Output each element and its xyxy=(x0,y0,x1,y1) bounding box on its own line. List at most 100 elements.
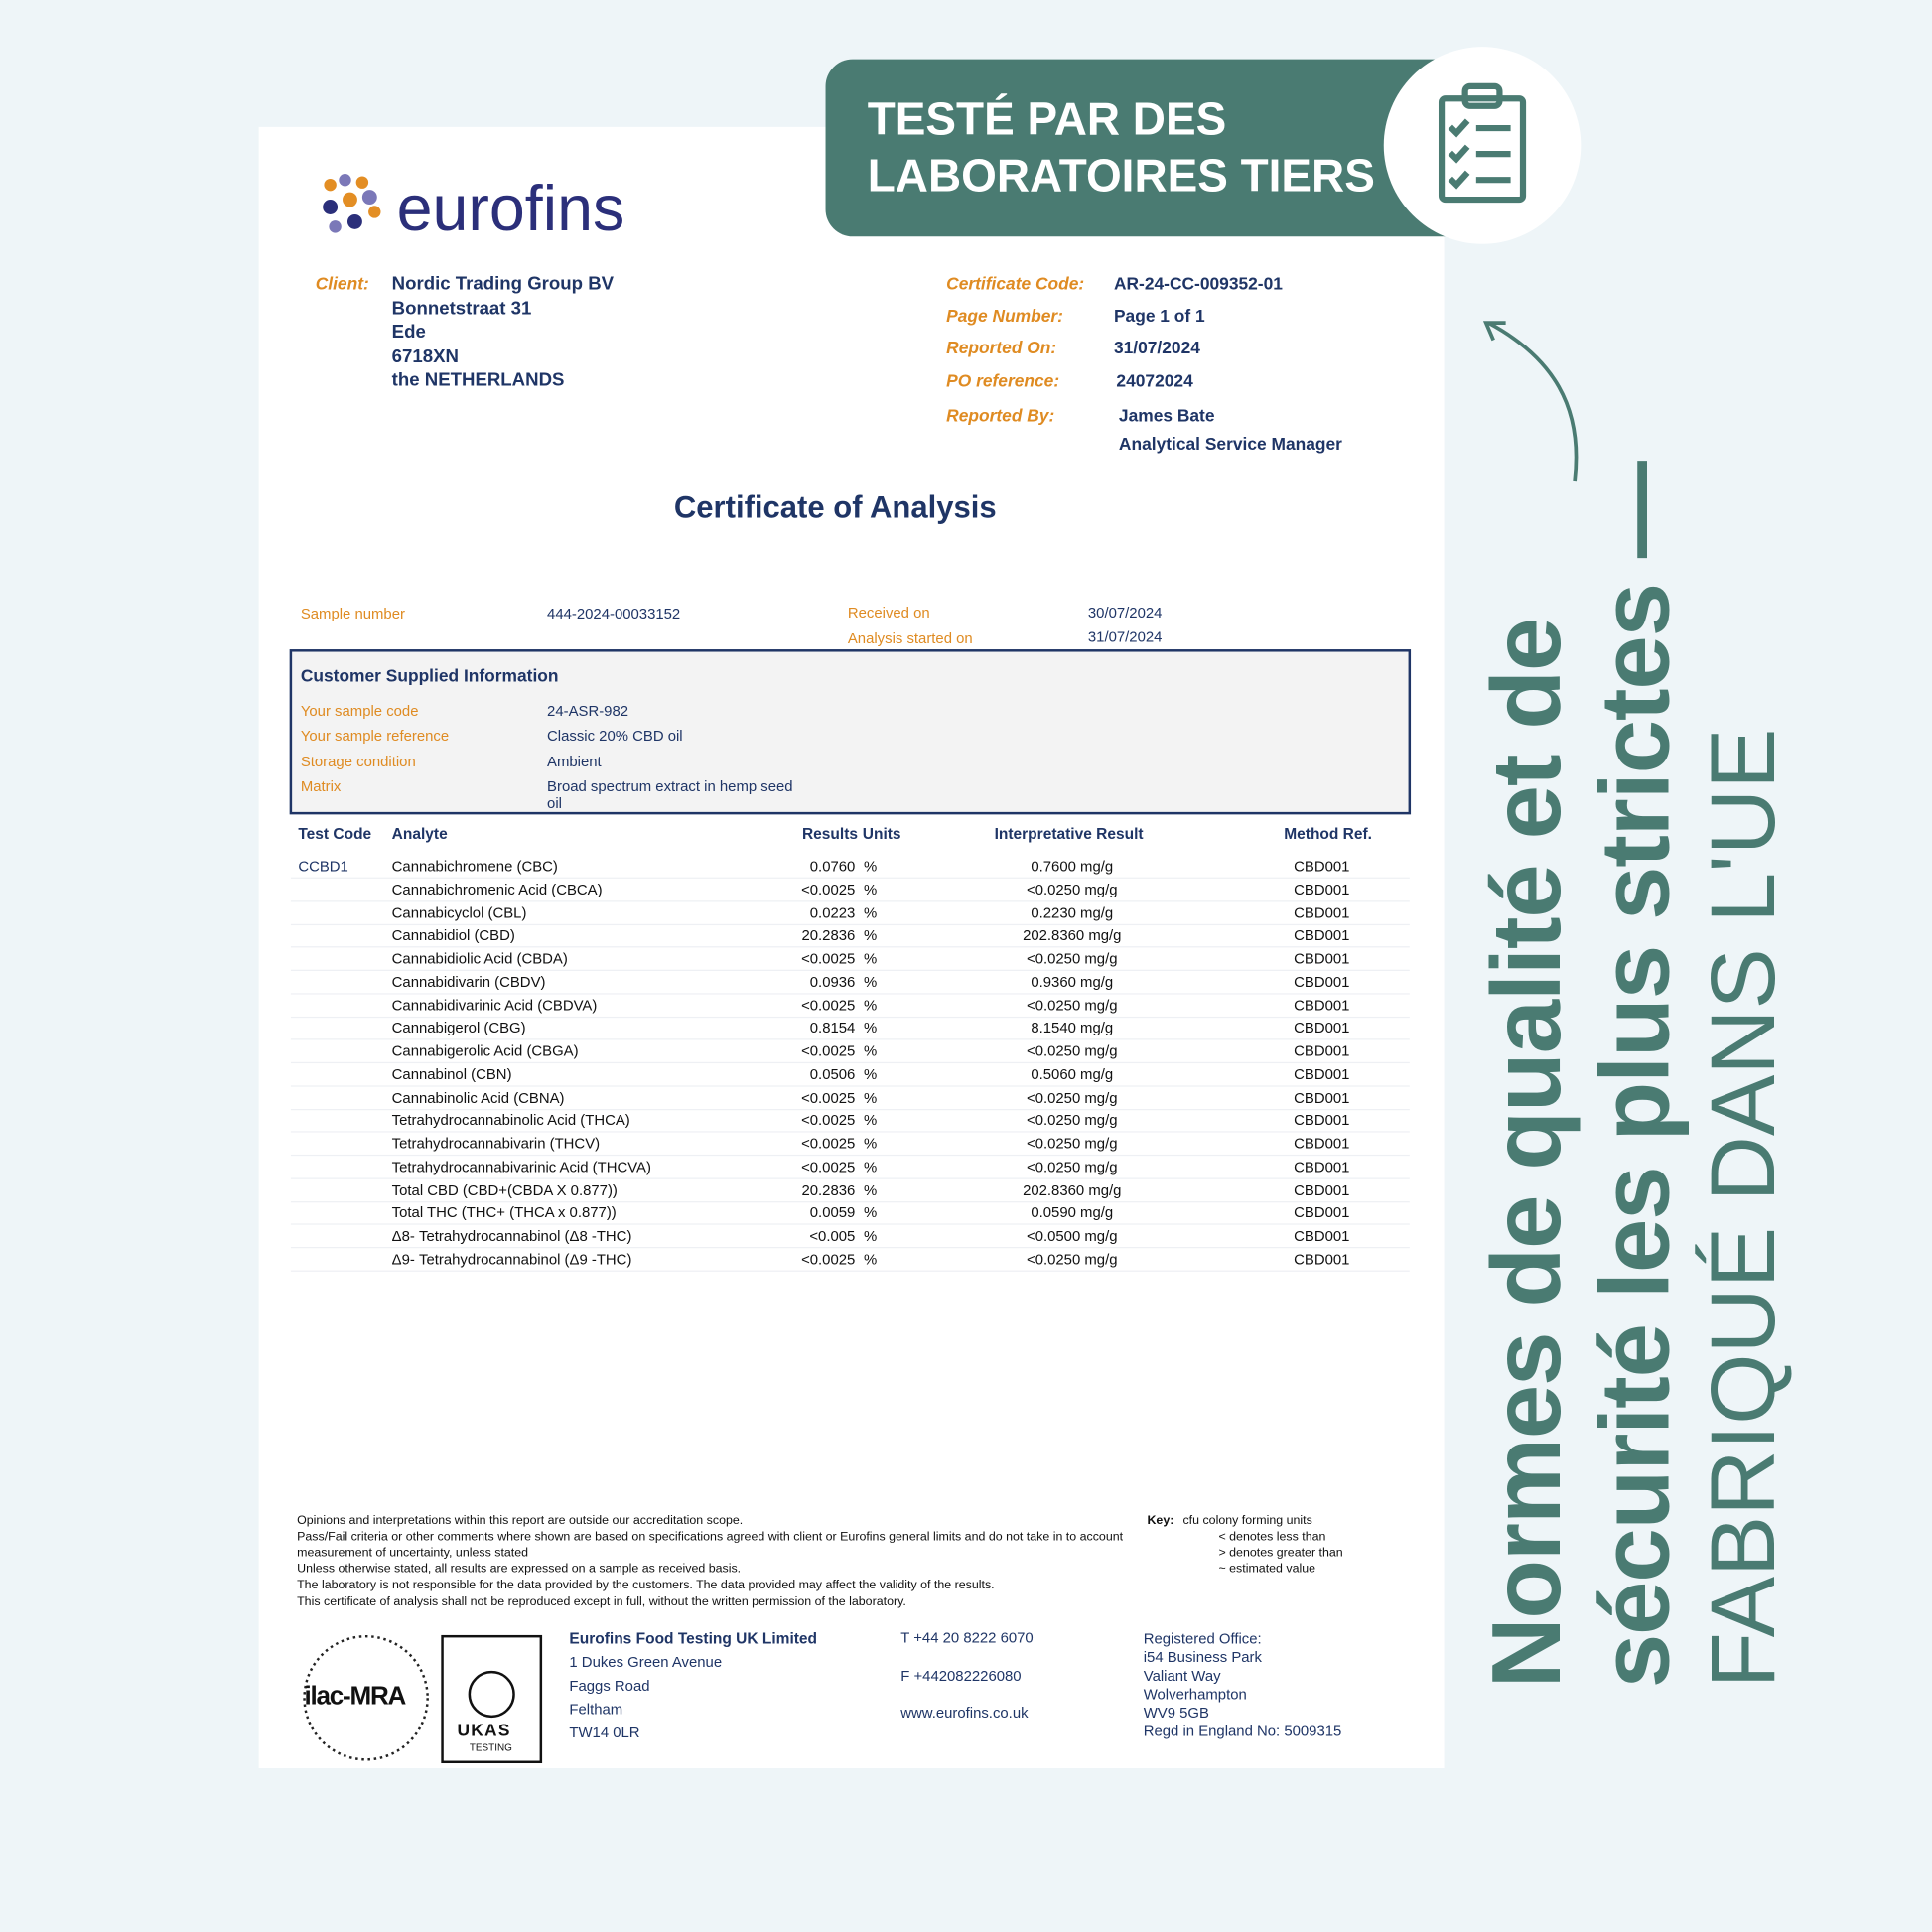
result: 0.8154 xyxy=(809,1019,856,1037)
analyte: Total CBD (CBD+(CBDA X 0.877)) xyxy=(391,1180,618,1198)
value: 24-ASR-982 xyxy=(547,702,629,720)
row-rule xyxy=(290,1246,1410,1249)
method: CBD001 xyxy=(1294,1250,1350,1268)
interpretation: <0.0250 mg/g xyxy=(1026,1250,1118,1268)
interpretation: 0.9360 mg/g xyxy=(1031,973,1114,991)
value: Broad spectrum extract in hemp seed oil xyxy=(547,777,793,812)
unit: % xyxy=(864,1203,878,1222)
value: 444-2024-00033152 xyxy=(547,605,681,622)
reporter-role: Analytical Service Manager xyxy=(1118,433,1342,454)
row-rule xyxy=(290,1131,1410,1133)
result: 0.0760 xyxy=(809,857,856,876)
method: CBD001 xyxy=(1294,903,1350,921)
analyte: Cannabinol (CBN) xyxy=(391,1065,512,1083)
method: CBD001 xyxy=(1294,1227,1350,1245)
side-text: Normes de qualité et de sécurité les plus… xyxy=(1470,462,1794,1689)
side-line: Normes de qualité et de xyxy=(1470,618,1582,1689)
result: <0.0025 xyxy=(801,949,856,968)
side-line: sécurité les plus strictes — xyxy=(1580,462,1690,1689)
ukas-text: UKAS xyxy=(457,1720,511,1740)
office-line: WV9 5GB xyxy=(1143,1704,1209,1722)
unit: % xyxy=(864,1041,878,1060)
banner-bg xyxy=(825,59,1491,237)
result: 0.0506 xyxy=(809,1065,856,1083)
note: Pass/Fail criteria or other comments whe… xyxy=(297,1530,1124,1561)
info-label: Reported On: xyxy=(946,338,1057,357)
analyte: Cannabidivarinic Acid (CBDVA) xyxy=(391,996,598,1014)
test-code: CCBD1 xyxy=(298,857,348,876)
box-heading: Customer Supplied Information xyxy=(300,665,559,686)
company-name: Eurofins Food Testing UK Limited xyxy=(569,1629,818,1648)
interpretation: <0.0250 mg/g xyxy=(1026,996,1118,1014)
unit: % xyxy=(864,949,878,968)
info-value: 31/07/2024 xyxy=(1113,338,1200,357)
office-line: Wolverhampton xyxy=(1143,1685,1247,1704)
method: CBD001 xyxy=(1294,949,1350,968)
key-line: cfu colony forming units xyxy=(1182,1514,1312,1528)
interpretation: <0.0250 mg/g xyxy=(1026,1135,1118,1153)
key-line: ~ estimated value xyxy=(1218,1562,1316,1577)
key-line: > denotes greater than xyxy=(1218,1546,1343,1561)
doc-title: Certificate of Analysis xyxy=(673,489,997,525)
unit: % xyxy=(864,1227,878,1245)
result: <0.0025 xyxy=(801,1250,856,1268)
result: 0.0223 xyxy=(809,903,856,921)
unit: % xyxy=(864,857,878,876)
row-rule xyxy=(290,1038,1410,1040)
badge-circle xyxy=(1383,47,1582,244)
info-label: PO reference: xyxy=(946,370,1060,391)
analyte: Cannabicyclol (CBL) xyxy=(391,903,527,921)
arrow xyxy=(1487,321,1579,482)
row-rule xyxy=(290,1270,1410,1272)
office-line: Registered Office: xyxy=(1143,1629,1262,1648)
result: 20.2836 xyxy=(801,926,856,944)
row-rule xyxy=(290,1016,1410,1018)
interpretation: 0.2230 mg/g xyxy=(1031,903,1114,921)
analyte: Cannabigerolic Acid (CBGA) xyxy=(391,1041,579,1060)
client-line: 6718XN xyxy=(391,345,459,367)
unit: % xyxy=(864,1158,878,1175)
unit: % xyxy=(864,1250,878,1268)
unit: % xyxy=(864,1111,878,1130)
row-rule xyxy=(290,969,1410,971)
interpretation: <0.0250 mg/g xyxy=(1026,881,1118,898)
banner-text: TESTÉ PAR DES xyxy=(867,93,1227,145)
label: Your sample code xyxy=(300,702,419,720)
company-line: TW14 0LR xyxy=(569,1724,640,1741)
result: <0.0025 xyxy=(801,1158,856,1175)
note: The laboratory is not responsible for th… xyxy=(297,1578,995,1592)
label: Matrix xyxy=(300,777,342,795)
method: CBD001 xyxy=(1294,1180,1350,1198)
interpretation: <0.0500 mg/g xyxy=(1026,1227,1118,1245)
analyte: Tetrahydrocannabinolic Acid (THCA) xyxy=(391,1111,630,1130)
office-line: Valiant Way xyxy=(1143,1667,1221,1685)
interpretation: <0.0250 mg/g xyxy=(1026,1111,1118,1130)
unit: % xyxy=(864,973,878,991)
method: CBD001 xyxy=(1294,996,1350,1014)
analyte: Tetrahydrocannabivarinic Acid (THCVA) xyxy=(391,1158,651,1175)
method: CBD001 xyxy=(1294,1065,1350,1083)
office-line: Regd in England No: 5009315 xyxy=(1143,1723,1342,1740)
key-label: Key: xyxy=(1147,1514,1174,1528)
unit: % xyxy=(864,903,878,921)
row-rule xyxy=(290,923,1410,925)
method: CBD001 xyxy=(1294,1158,1350,1175)
result: <0.0025 xyxy=(801,1111,856,1130)
table-header: Interpretative Result xyxy=(994,825,1144,843)
customer-box xyxy=(289,649,1412,815)
ilac-seal xyxy=(303,1634,429,1761)
unit: % xyxy=(864,881,878,898)
label: Sample number xyxy=(300,605,405,622)
result: <0.005 xyxy=(809,1227,856,1245)
web: www.eurofins.co.uk xyxy=(900,1704,1029,1722)
method: CBD001 xyxy=(1294,1019,1350,1037)
fax: F +442082226080 xyxy=(900,1667,1022,1685)
info-value: Page 1 of 1 xyxy=(1113,305,1205,326)
interpretation: 202.8360 mg/g xyxy=(1023,1180,1122,1198)
table-header: Method Ref. xyxy=(1284,825,1373,843)
method: CBD001 xyxy=(1294,881,1350,898)
row-rule xyxy=(290,899,1410,902)
method: CBD001 xyxy=(1294,1111,1350,1130)
side-line: FABRIQUÉ DANS L'UE xyxy=(1692,728,1795,1689)
